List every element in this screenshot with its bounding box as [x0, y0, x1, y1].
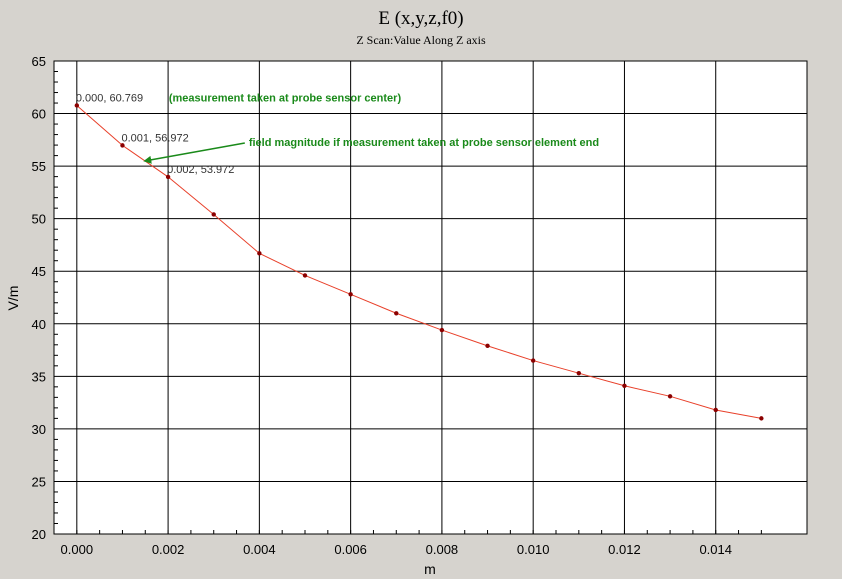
- data-point: [713, 407, 718, 413]
- chart-title: E (x,y,z,f0): [378, 8, 464, 29]
- y-tick-label: 40: [32, 317, 46, 332]
- x-axis-title: m: [424, 561, 436, 577]
- data-label: 0.001, 56.972: [121, 132, 188, 144]
- annotation-arrow: [143, 142, 245, 164]
- data-point: [74, 103, 80, 108]
- y-tick-label: 65: [32, 54, 46, 69]
- data-point: [576, 370, 582, 376]
- data-labels: 0.000, 60.769 0.001, 56.972 0.002, 53.972: [76, 92, 235, 175]
- y-tick-label: 50: [32, 212, 46, 227]
- y-tick-label: 35: [32, 369, 46, 384]
- x-tick-label: 0.012: [608, 542, 641, 557]
- annotations: (measurement taken at probe sensor cente…: [143, 92, 599, 164]
- plot-area: [53, 60, 808, 535]
- y-tick-label: 45: [32, 264, 46, 279]
- data-point: [165, 174, 171, 180]
- data-point: [439, 327, 445, 333]
- series-group: [74, 103, 764, 421]
- y-tick-label: 20: [32, 527, 46, 542]
- data-point: [257, 251, 262, 256]
- data-point: [394, 311, 399, 316]
- data-point: [211, 212, 216, 217]
- y-tick-label: 55: [32, 159, 46, 174]
- data-point: [530, 358, 536, 363]
- data-point: [622, 383, 627, 388]
- data-point: [667, 394, 673, 399]
- x-tick-label: 0.002: [152, 542, 185, 557]
- minor-ticks: [54, 71, 762, 534]
- data-label: 0.000, 60.769: [76, 92, 143, 104]
- chart-subtitle: Z Scan:Value Along Z axis: [356, 33, 486, 47]
- data-point: [302, 273, 308, 278]
- x-tick-label: 0.006: [334, 542, 367, 557]
- y-axis-title: V/m: [5, 286, 21, 311]
- x-tick-labels: 0.000 0.002 0.004 0.006 0.008 0.010 0.012 0.014: [61, 542, 732, 557]
- x-tick-label: 0.010: [517, 542, 550, 557]
- data-point: [120, 143, 125, 148]
- annotation-element-end: field magnitude if measurement taken at …: [249, 137, 599, 149]
- y-tick-label: 60: [32, 107, 46, 122]
- data-point: [348, 292, 353, 297]
- x-tick-label: 0.000: [61, 542, 94, 557]
- y-tick-label: 30: [32, 422, 46, 437]
- data-point: [759, 416, 764, 421]
- x-tick-label: 0.008: [426, 542, 459, 557]
- x-tick-label: 0.014: [699, 542, 732, 557]
- y-tick-label: 25: [32, 474, 46, 489]
- grid: [54, 61, 807, 534]
- data-label: 0.002, 53.972: [167, 164, 234, 176]
- y-tick-labels: 20 25 30 35 40 45 50 55 60 65: [32, 54, 46, 542]
- x-tick-label: 0.004: [243, 542, 276, 557]
- data-point: [485, 343, 490, 349]
- series-line: [76, 105, 762, 419]
- annotation-probe-center: (measurement taken at probe sensor cente…: [169, 92, 402, 104]
